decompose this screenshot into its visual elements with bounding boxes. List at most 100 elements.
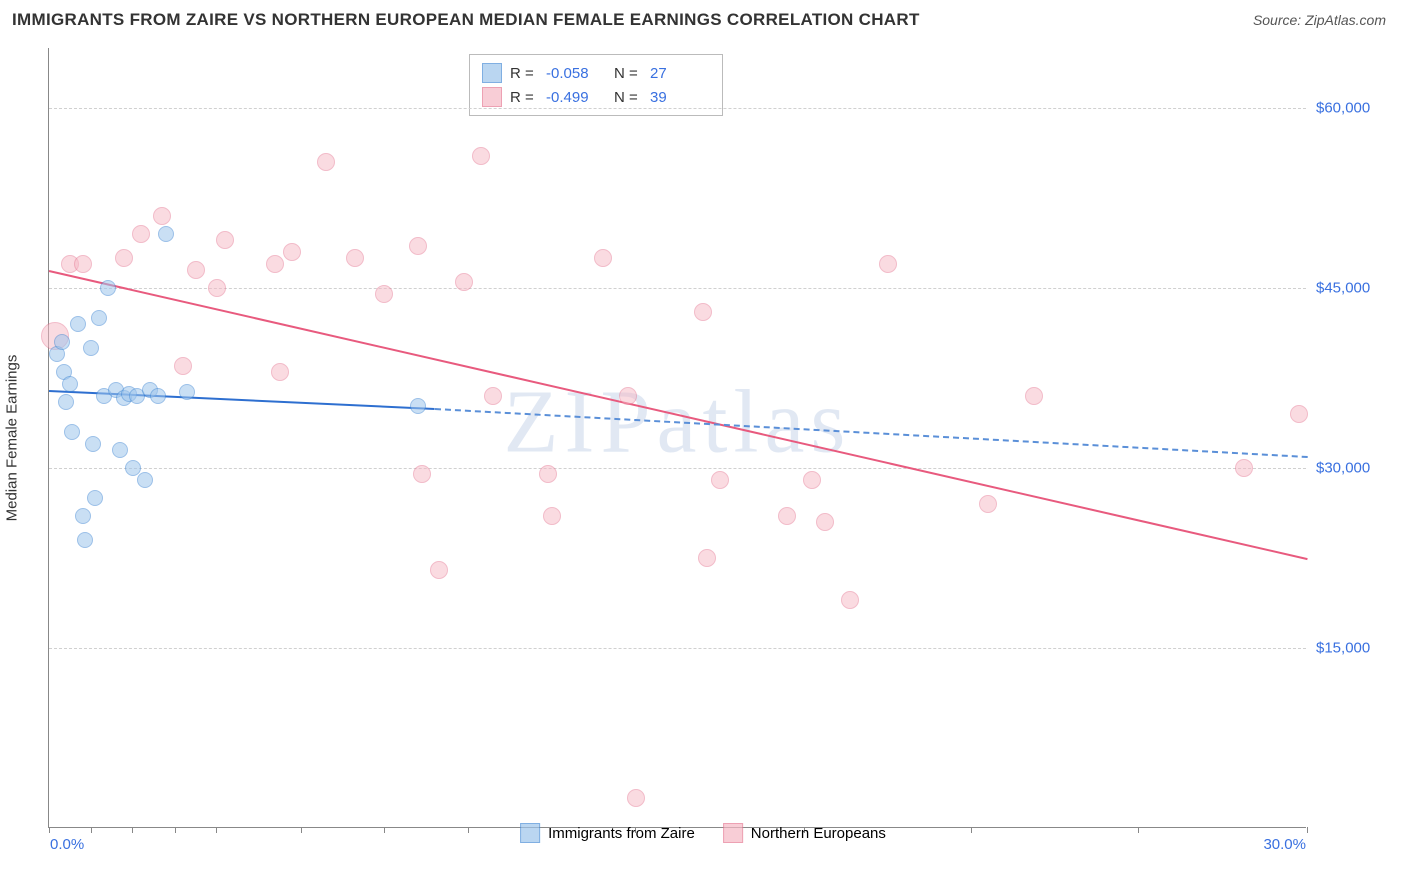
data-point (472, 147, 490, 165)
x-tick (1307, 827, 1308, 833)
data-point (54, 334, 70, 350)
gridline-h (49, 648, 1306, 649)
data-point (409, 237, 427, 255)
gridline-h (49, 108, 1306, 109)
stat-r-value: -0.499 (546, 89, 606, 106)
source-label: Source: (1253, 12, 1301, 28)
data-point (317, 153, 335, 171)
legend-label: Immigrants from Zaire (548, 825, 695, 842)
data-point (841, 591, 859, 609)
data-point (132, 225, 150, 243)
legend-swatch (723, 823, 743, 843)
stat-n-value: 39 (650, 89, 710, 106)
data-point (484, 387, 502, 405)
plot-wrap: ZIPatlas R =-0.058N =27R =-0.499N =39 Me… (48, 48, 1388, 828)
plot-area: ZIPatlas R =-0.058N =27R =-0.499N =39 (48, 48, 1306, 828)
data-point (619, 387, 637, 405)
title-bar: IMMIGRANTS FROM ZAIRE VS NORTHERN EUROPE… (0, 0, 1406, 38)
data-point (1235, 459, 1253, 477)
data-point (100, 280, 116, 296)
data-point (208, 279, 226, 297)
data-point (594, 249, 612, 267)
data-point (64, 424, 80, 440)
gridline-h (49, 288, 1306, 289)
legend-item: Northern Europeans (723, 823, 886, 843)
data-point (711, 471, 729, 489)
data-point (216, 231, 234, 249)
legend-item: Immigrants from Zaire (520, 823, 695, 843)
data-point (150, 388, 166, 404)
x-tick (216, 827, 217, 833)
data-point (271, 363, 289, 381)
stat-r-value: -0.058 (546, 65, 606, 82)
data-point (455, 273, 473, 291)
trend-line (435, 408, 1307, 458)
data-point (58, 394, 74, 410)
x-tick-label-min: 0.0% (50, 836, 84, 853)
trend-line (49, 270, 1307, 560)
x-tick (49, 827, 50, 833)
stat-n-value: 27 (650, 65, 710, 82)
x-tick (468, 827, 469, 833)
data-point (346, 249, 364, 267)
data-point (627, 789, 645, 807)
data-point (77, 532, 93, 548)
x-tick (971, 827, 972, 833)
source-value: ZipAtlas.com (1305, 12, 1386, 28)
data-point (125, 460, 141, 476)
y-tick-label: $30,000 (1316, 460, 1370, 477)
stat-row: R =-0.499N =39 (482, 85, 710, 109)
data-point (137, 472, 153, 488)
data-point (543, 507, 561, 525)
y-tick-label: $15,000 (1316, 640, 1370, 657)
data-point (979, 495, 997, 513)
data-point (75, 508, 91, 524)
data-point (698, 549, 716, 567)
x-tick (1138, 827, 1139, 833)
legend-swatch (482, 87, 502, 107)
stat-n-label: N = (614, 65, 642, 82)
bottom-legend: Immigrants from Zaire Northern Europeans (520, 823, 886, 843)
data-point (187, 261, 205, 279)
x-tick (301, 827, 302, 833)
data-point (70, 316, 86, 332)
data-point (91, 310, 107, 326)
legend-swatch (520, 823, 540, 843)
data-point (816, 513, 834, 531)
legend-label: Northern Europeans (751, 825, 886, 842)
data-point (283, 243, 301, 261)
data-point (803, 471, 821, 489)
data-point (153, 207, 171, 225)
x-tick (175, 827, 176, 833)
x-tick (132, 827, 133, 833)
data-point (413, 465, 431, 483)
x-tick (384, 827, 385, 833)
data-point (1025, 387, 1043, 405)
y-tick-label: $60,000 (1316, 100, 1370, 117)
data-point (1290, 405, 1308, 423)
data-point (85, 436, 101, 452)
data-point (115, 249, 133, 267)
source-attribution: Source: ZipAtlas.com (1253, 12, 1386, 28)
stat-row: R = -0.058 N = 27 (482, 61, 710, 85)
x-tick-label-max: 30.0% (1263, 836, 1306, 853)
data-point (694, 303, 712, 321)
data-point (430, 561, 448, 579)
data-point (179, 384, 195, 400)
data-point (174, 357, 192, 375)
stat-r-label: R = (510, 89, 538, 106)
y-axis-title: Median Female Earnings (4, 355, 21, 522)
y-tick-label: $45,000 (1316, 280, 1370, 297)
data-point (74, 255, 92, 273)
data-point (778, 507, 796, 525)
data-point (83, 340, 99, 356)
legend-swatch (482, 63, 502, 83)
stat-r-label: R = (510, 65, 538, 82)
data-point (87, 490, 103, 506)
x-tick (91, 827, 92, 833)
data-point (539, 465, 557, 483)
data-point (375, 285, 393, 303)
data-point (158, 226, 174, 242)
data-point (112, 442, 128, 458)
data-point (879, 255, 897, 273)
